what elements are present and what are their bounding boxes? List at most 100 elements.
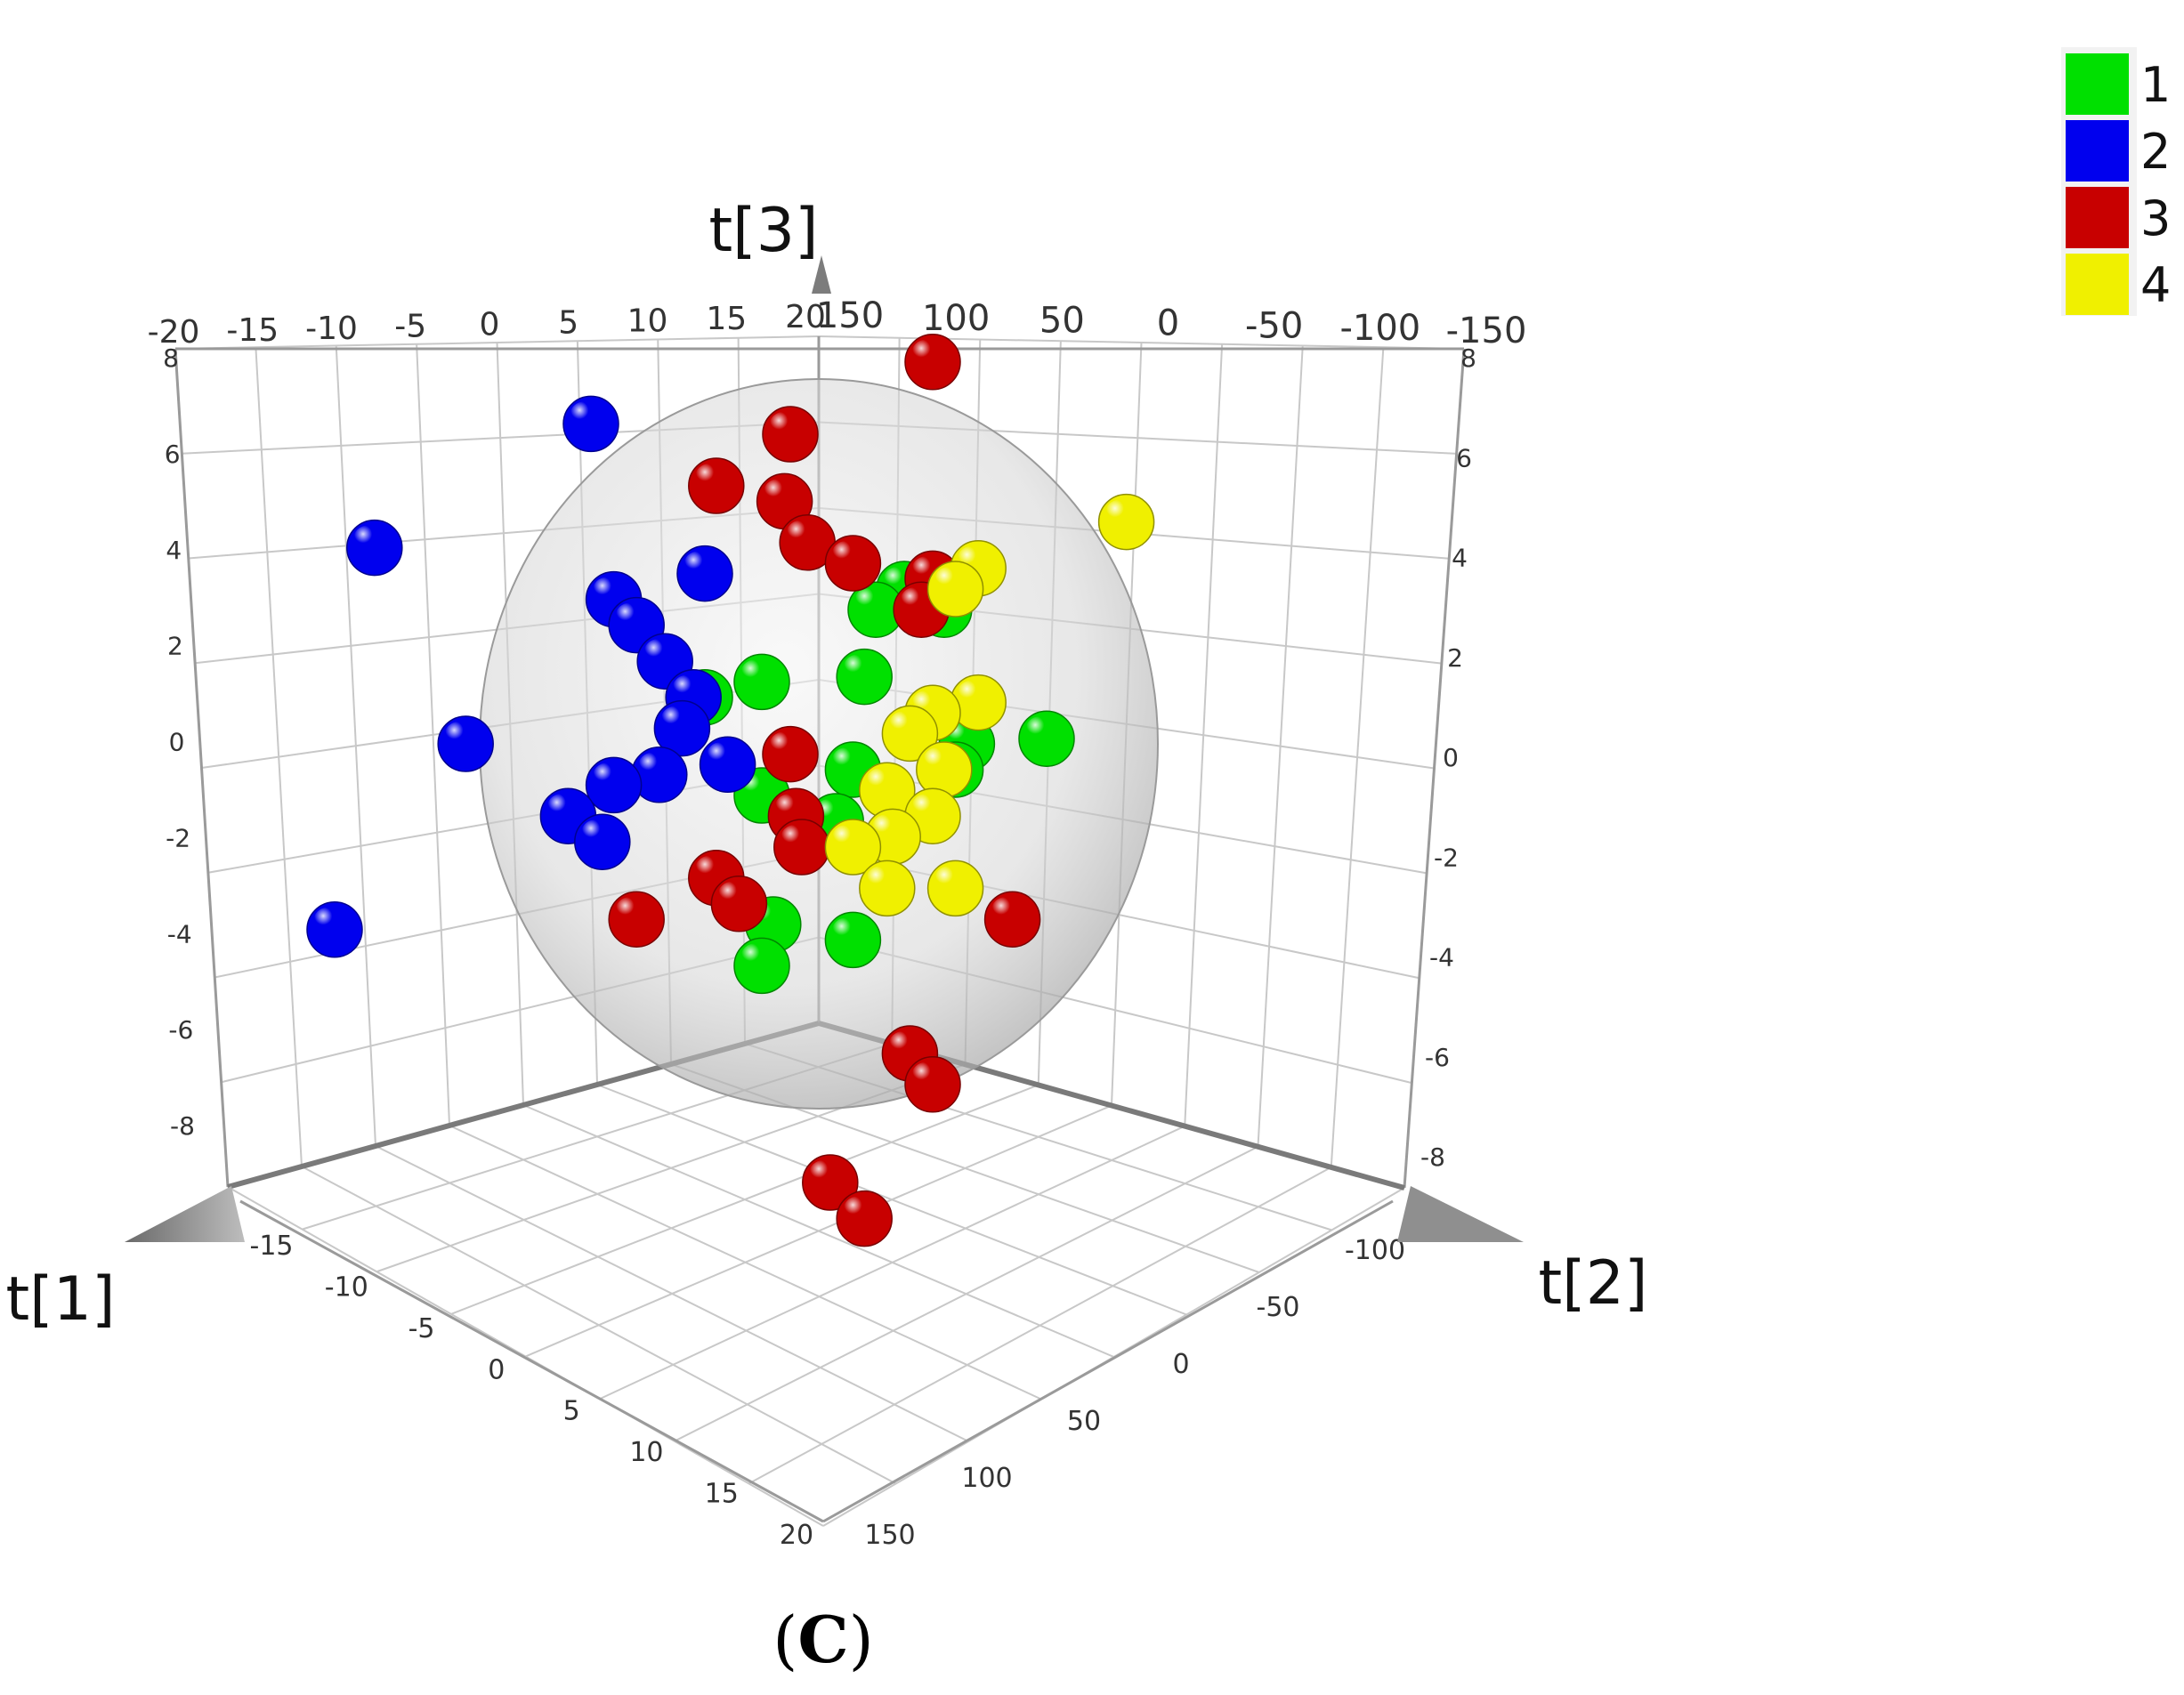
data-point-highlight — [615, 897, 644, 926]
top-tick-label-t1: -20 — [148, 314, 200, 351]
data-point-highlight — [911, 339, 940, 368]
floor-tick-label-t2: -100 — [1345, 1235, 1405, 1266]
data-point-highlight — [888, 711, 918, 740]
series-2 — [306, 395, 756, 958]
top-tick-label-t1: 10 — [627, 303, 668, 339]
data-point-highlight — [352, 525, 382, 554]
grid-line — [1257, 345, 1304, 1147]
data-point-highlight — [694, 464, 724, 492]
right-tick-label-t3: 2 — [1447, 643, 1463, 673]
data-point-highlight — [769, 412, 797, 440]
left-tick-label-t3: 4 — [166, 536, 182, 565]
axis-line — [239, 1199, 824, 1523]
data-point-highlight — [672, 674, 701, 704]
data-point-highlight — [580, 819, 610, 849]
data-point-highlight — [934, 866, 963, 895]
data-point-highlight — [763, 479, 792, 508]
left-tick-label-t3: -4 — [167, 919, 192, 948]
data-point-highlight — [865, 866, 894, 895]
floor-tick-label-t2: 50 — [1067, 1406, 1101, 1437]
data-point-highlight — [831, 747, 861, 776]
right-tick-label-t3: -8 — [1420, 1142, 1445, 1172]
floor-tick-label-t1: -15 — [250, 1231, 294, 1262]
legend-swatch — [2066, 120, 2129, 182]
top-tick-label-t2: -150 — [1446, 311, 1527, 351]
top-tick-label-t2: -100 — [1339, 308, 1420, 349]
top-tick-label-t1: 15 — [706, 301, 747, 337]
legend-swatch — [2066, 254, 2129, 315]
floor-tick-label-t1: -5 — [408, 1313, 435, 1344]
top-tick-label-t2: 50 — [1039, 301, 1085, 342]
data-point-highlight — [780, 825, 809, 853]
data-point-highlight — [831, 917, 861, 947]
data-point-highlight — [922, 747, 951, 776]
data-points — [306, 334, 1155, 1247]
top-tick-label-t1: -5 — [394, 309, 426, 345]
right-tick-label-t3: 8 — [1460, 343, 1476, 373]
data-point-highlight — [900, 587, 929, 617]
top-tick-label-t2: 150 — [816, 295, 884, 336]
axis-title-t3: t[3] — [709, 196, 819, 266]
data-point-highlight — [706, 742, 735, 771]
data-point-highlight — [684, 551, 712, 580]
data-point-highlight — [717, 881, 747, 910]
floor-tick-label-t2: 100 — [961, 1463, 1012, 1494]
data-point-highlight — [808, 1160, 837, 1189]
floor-tick-label-t1: 20 — [780, 1520, 813, 1551]
left-tick-label-t3: 0 — [169, 728, 185, 757]
legend: 1 2 3 4 — [2061, 47, 2171, 316]
left-tick-label-t3: -2 — [166, 823, 190, 852]
data-point-highlight — [769, 731, 797, 761]
left-tick-label-t3: -6 — [168, 1015, 193, 1045]
data-point-highlight — [843, 1196, 872, 1225]
top-tick-label-t2: 100 — [922, 298, 990, 339]
top-tick-label-t1: 20 — [785, 299, 826, 335]
legend-label: 3 — [2140, 190, 2171, 246]
axis-title-t2: t[2] — [1539, 1248, 1648, 1319]
floor-tick-label-t1: 5 — [563, 1396, 580, 1427]
right-tick-label-t3: -4 — [1429, 943, 1454, 973]
grid-line — [1330, 347, 1385, 1167]
right-tick-label-t3: -6 — [1425, 1043, 1450, 1072]
floor-tick-label-t1: 15 — [705, 1479, 739, 1510]
panel-label: (C) — [772, 1602, 874, 1677]
right-tick-label-t3: 6 — [1456, 443, 1472, 472]
data-point-highlight — [911, 1061, 940, 1091]
data-point-highlight — [831, 825, 861, 853]
series-4 — [824, 493, 1155, 917]
right-tick-label-t3: -2 — [1434, 843, 1459, 872]
floor-tick-label-t2: -50 — [1257, 1292, 1300, 1323]
right-tick-label-t3: 4 — [1452, 544, 1468, 573]
grid-line — [748, 1166, 1332, 1485]
grid-line — [599, 1125, 1185, 1400]
floor-tick-label-t2: 0 — [1172, 1349, 1189, 1380]
right-tick-label-t3: 0 — [1443, 743, 1459, 772]
data-point-highlight — [865, 768, 894, 797]
data-point-highlight — [592, 577, 621, 606]
top-tick-label-t2: 0 — [1157, 303, 1179, 344]
floor-tick-label-t2: 150 — [864, 1520, 915, 1551]
grid-line — [674, 1145, 1258, 1442]
legend-swatch — [2066, 53, 2129, 115]
data-point-highlight — [643, 639, 673, 668]
axis-line — [822, 1199, 1394, 1523]
z-axis-arrow-icon — [812, 255, 831, 294]
axis-line — [174, 348, 230, 1188]
axis-line — [1403, 348, 1466, 1189]
series-3 — [608, 334, 1041, 1247]
x-axis-arrow-icon — [125, 1186, 245, 1242]
data-point-highlight — [843, 654, 872, 683]
data-point-highlight — [854, 587, 883, 617]
data-point-highlight — [957, 680, 986, 709]
data-point-highlight — [888, 1031, 918, 1060]
data-point-highlight — [313, 907, 342, 936]
data-point-highlight — [592, 763, 621, 792]
grid-line — [525, 1104, 1112, 1358]
data-point-highlight — [831, 541, 861, 569]
left-tick-label-t3: 6 — [165, 440, 181, 469]
floor-tick-label-t1: -10 — [325, 1271, 368, 1303]
data-point-highlight — [444, 722, 473, 750]
